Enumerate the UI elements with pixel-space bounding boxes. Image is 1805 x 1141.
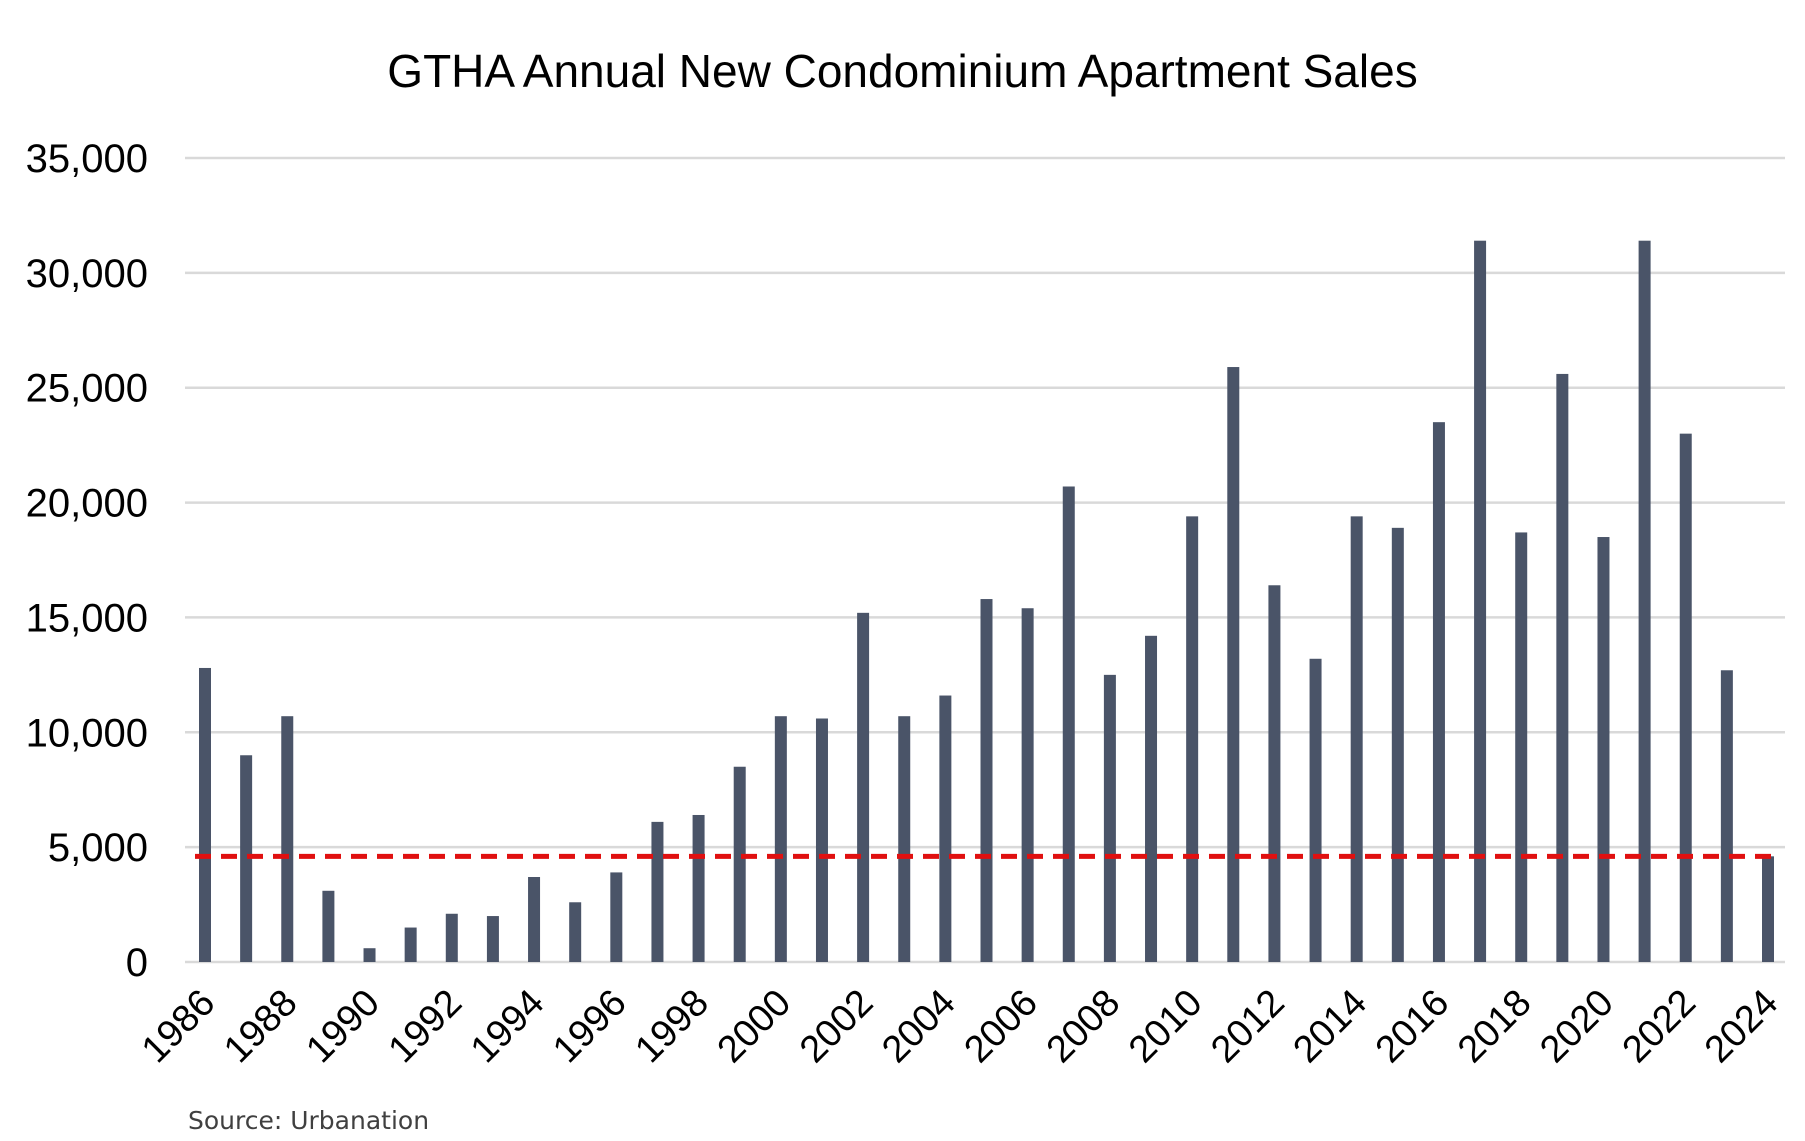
x-tick-label: 2008 [1039,982,1128,1071]
bar-2023 [1720,670,1733,962]
x-tick-label: 2006 [957,982,1046,1071]
bar-2016 [1432,422,1445,963]
source-note: Source: Urbanation [188,1106,430,1135]
bar-1995 [569,902,582,962]
bar-2000 [774,716,787,962]
y-tick-label: 35,000 [26,137,148,181]
bar-2007 [1062,486,1075,962]
x-tick-label: 2010 [1121,982,1210,1071]
bar-1999 [733,766,746,962]
bar-2017 [1474,240,1487,962]
x-axis-ticks: 1986198819901992199419961998200020022004… [134,982,1786,1071]
bar-2020 [1597,537,1610,962]
x-tick-label: 2012 [1203,982,1292,1071]
bar-2024 [1762,856,1774,962]
y-tick-label: 20,000 [26,482,148,526]
x-tick-label: 2004 [874,982,963,1071]
bar-1991 [404,927,417,962]
bar-2019 [1556,373,1569,963]
chart-title: GTHA Annual New Condominium Apartment Sa… [387,45,1418,97]
bar-2021 [1638,240,1651,962]
x-tick-label: 1988 [216,982,305,1071]
x-tick-label: 2000 [710,982,799,1071]
bar-1998 [692,814,705,962]
bar-2013 [1309,658,1322,962]
y-tick-label: 30,000 [26,252,148,296]
bar-2011 [1227,367,1240,962]
x-tick-label: 2014 [1286,982,1375,1071]
bar-1990 [363,948,376,962]
bars [199,240,1774,963]
y-tick-label: 25,000 [26,367,148,411]
bar-2012 [1268,585,1281,962]
bar-1986 [199,667,211,962]
bar-1987 [240,755,253,962]
bar-2010 [1186,516,1199,962]
bar-2014 [1350,516,1363,962]
x-tick-label: 1992 [381,982,470,1071]
bar-1993 [486,916,499,962]
bar-1989 [322,890,335,962]
x-tick-label: 2022 [1615,982,1704,1071]
bar-2008 [1103,674,1116,962]
bar-2002 [857,612,870,962]
bar-2006 [1021,608,1034,962]
bar-1996 [610,872,623,962]
x-tick-label: 1994 [463,982,552,1071]
y-axis-ticks: 0 5,000 10,000 15,000 20,000 25,000 30,000 35,0… [26,137,148,985]
x-tick-label: 1990 [298,982,387,1071]
bar-2004 [939,695,952,962]
x-tick-label: 2016 [1368,982,1457,1071]
bar-1997 [651,821,664,962]
bar-2009 [1145,635,1158,962]
x-tick-label: 2024 [1697,982,1786,1071]
bar-2005 [980,599,993,962]
bar-1994 [528,877,541,962]
x-tick-label: 2002 [792,982,881,1071]
bar-2015 [1391,527,1404,962]
bar-2022 [1679,433,1692,963]
x-tick-label: 1998 [627,982,716,1071]
y-tick-label: 15,000 [26,596,148,640]
bar-2018 [1515,532,1528,962]
bar-1988 [281,716,294,962]
bar-2001 [815,718,828,962]
x-tick-label: 2018 [1450,982,1539,1071]
y-tick-label: 10,000 [26,711,148,755]
bar-2003 [898,716,911,962]
y-tick-label: 0 [126,941,148,985]
x-tick-label: 2020 [1532,982,1621,1071]
bar-1992 [445,913,458,962]
x-tick-label: 1986 [134,982,223,1071]
y-tick-label: 5,000 [48,826,148,870]
x-tick-label: 1996 [545,982,634,1071]
